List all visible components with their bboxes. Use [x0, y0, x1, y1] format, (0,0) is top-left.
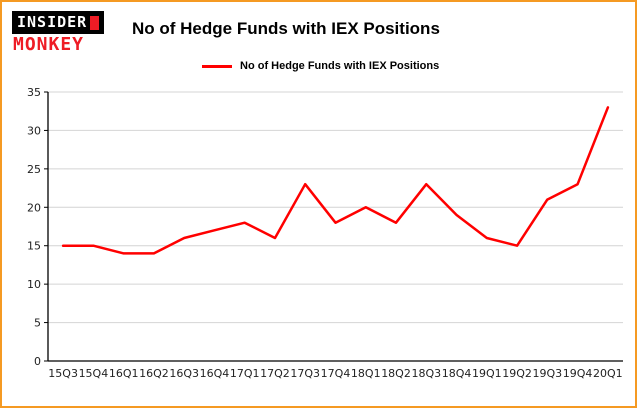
x-tick-label: 16Q3 — [169, 367, 199, 380]
x-tick-label: 18Q3 — [411, 367, 441, 380]
x-tick-label: 19Q1 — [472, 367, 502, 380]
x-tick-label: 16Q4 — [200, 367, 230, 380]
logo-monkey-text: MONKEY — [13, 34, 85, 55]
x-tick-label: 19Q4 — [563, 367, 593, 380]
y-tick-label: 0 — [34, 355, 41, 368]
y-tick-label: 35 — [27, 86, 41, 99]
logo-insider-text: INSIDER — [17, 13, 88, 31]
data-series-line — [61, 106, 610, 255]
y-tick-label: 15 — [27, 240, 41, 253]
legend-label: No of Hedge Funds with IEX Positions — [240, 60, 440, 72]
x-tick-label: 15Q4 — [79, 367, 109, 380]
x-tick-label: 16Q2 — [139, 367, 169, 380]
y-tick-label: 20 — [27, 201, 41, 214]
x-tick-label: 18Q1 — [351, 367, 381, 380]
x-tick-label: 19Q2 — [502, 367, 532, 380]
x-tick-label: 17Q3 — [290, 367, 320, 380]
x-tick-label: 17Q4 — [321, 367, 351, 380]
x-tick-label: 17Q2 — [260, 367, 290, 380]
logo-top-bar: INSIDER — [12, 11, 105, 34]
y-tick-label: 25 — [27, 163, 41, 176]
x-tick-label: 18Q4 — [442, 367, 472, 380]
y-tick-label: 30 — [27, 124, 41, 137]
x-tick-label: 20Q1 — [593, 367, 623, 380]
logo-cursor-icon — [90, 15, 100, 30]
x-tick-label: 16Q1 — [109, 367, 139, 380]
x-tick-label: 15Q3 — [48, 367, 78, 380]
x-tick-label: 18Q2 — [381, 367, 411, 380]
insider-monkey-logo: INSIDER MONKEY — [12, 11, 105, 55]
x-tick-label: 17Q1 — [230, 367, 260, 380]
legend-line-swatch — [202, 64, 232, 68]
x-tick-label: 19Q3 — [533, 367, 563, 380]
y-tick-label: 5 — [34, 317, 41, 330]
y-tick-label: 10 — [27, 278, 41, 291]
legend: No of Hedge Funds with IEX Positions — [202, 60, 439, 72]
chart-title: No of Hedge Funds with IEX Positions — [132, 19, 440, 38]
